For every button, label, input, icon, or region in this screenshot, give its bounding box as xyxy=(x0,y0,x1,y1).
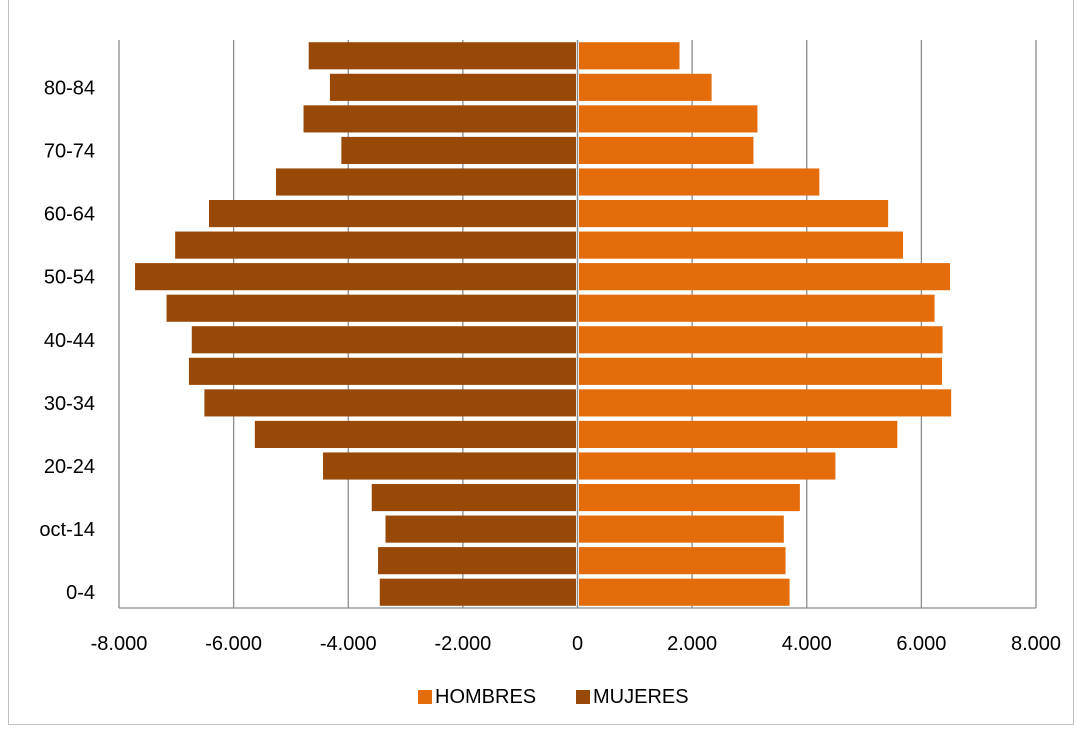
bar-mujeres-55-59 xyxy=(175,231,576,259)
x-tick-label-4: 0 xyxy=(572,633,583,655)
y-tick-labels: 0-4 oct-14 20-24 30-34 40-44 50-54 60-64 70-74 8… xyxy=(39,77,95,604)
bar-hombres-35-39 xyxy=(579,357,943,385)
bar-mujeres-0-4 xyxy=(379,578,576,606)
bar-mujeres-50-54 xyxy=(135,263,577,291)
bar-mujeres-20-24 xyxy=(323,452,576,480)
y-tick-label-6: 60-64 xyxy=(44,204,95,226)
bar-hombres-80-84 xyxy=(579,73,712,101)
x-tick-labels: -8.000 -6.000 -4.000 -2.000 0 2.000 4.000 6.000… xyxy=(91,633,1061,655)
bar-hombres-oct-14 xyxy=(579,515,784,543)
bar-hombres-45-49 xyxy=(579,294,935,322)
bar-hombres-85+ xyxy=(579,42,680,70)
bar-hombres-60-64 xyxy=(579,199,889,228)
x-tick-label-2: -4.000 xyxy=(320,633,377,655)
y-tick-label-2: 20-24 xyxy=(44,456,95,478)
legend-label-hombres: HOMBRES xyxy=(435,686,536,708)
x-tick-label-7: 6.000 xyxy=(896,633,946,655)
y-tick-label-0: 0-4 xyxy=(66,582,95,604)
bar-hombres-75-79 xyxy=(579,105,758,133)
bar-mujeres-70-74 xyxy=(341,136,576,165)
y-tick-label-1: oct-14 xyxy=(39,519,95,541)
bar-mujeres-35-39 xyxy=(188,357,576,385)
bar-hombres-0-4 xyxy=(579,578,790,606)
bar-mujeres-5-9 xyxy=(378,547,576,575)
bar-hombres-15-19 xyxy=(579,483,800,512)
x-tick-label-6: 4.000 xyxy=(782,633,832,655)
legend-label-mujeres: MUJERES xyxy=(593,686,689,708)
x-tick-label-5: 2.000 xyxy=(667,633,717,655)
legend: HOMBRES MUJERES xyxy=(418,686,689,708)
bar-mujeres-oct-14 xyxy=(385,515,576,543)
axes xyxy=(119,40,1036,609)
bar-hombres-5-9 xyxy=(579,547,786,575)
x-tick-label-1: -6.000 xyxy=(205,633,262,655)
bars xyxy=(135,42,952,606)
y-tick-label-3: 30-34 xyxy=(44,393,95,415)
y-tick-label-4: 40-44 xyxy=(44,330,95,352)
bar-mujeres-65-69 xyxy=(276,168,576,196)
y-tick-label-7: 70-74 xyxy=(44,140,95,162)
bar-hombres-20-24 xyxy=(579,452,836,480)
bar-mujeres-75-79 xyxy=(303,105,576,133)
bar-hombres-30-34 xyxy=(579,389,952,417)
x-tick-label-0: -8.000 xyxy=(91,633,148,655)
bar-mujeres-80-84 xyxy=(329,73,576,101)
bar-hombres-40-44 xyxy=(579,326,943,354)
bar-mujeres-45-49 xyxy=(166,294,576,322)
bar-hombres-65-69 xyxy=(579,168,820,196)
bar-mujeres-15-19 xyxy=(371,483,576,512)
y-tick-label-5: 50-54 xyxy=(44,267,95,289)
bar-mujeres-25-29 xyxy=(254,420,576,449)
x-tick-label-3: -2.000 xyxy=(435,633,492,655)
bar-hombres-70-74 xyxy=(579,136,754,165)
bar-hombres-25-29 xyxy=(579,420,898,449)
bar-hombres-50-54 xyxy=(579,263,951,291)
chart-frame xyxy=(8,0,1074,725)
legend-swatch-hombres xyxy=(418,690,432,704)
bar-mujeres-30-34 xyxy=(204,389,576,417)
bar-mujeres-60-64 xyxy=(208,199,576,228)
legend-swatch-mujeres xyxy=(576,690,590,704)
bar-mujeres-85+ xyxy=(308,42,576,70)
bar-mujeres-40-44 xyxy=(191,326,577,354)
bar-hombres-55-59 xyxy=(579,231,904,259)
y-tick-label-8: 80-84 xyxy=(44,77,95,99)
x-tick-label-8: 8.000 xyxy=(1011,633,1061,655)
